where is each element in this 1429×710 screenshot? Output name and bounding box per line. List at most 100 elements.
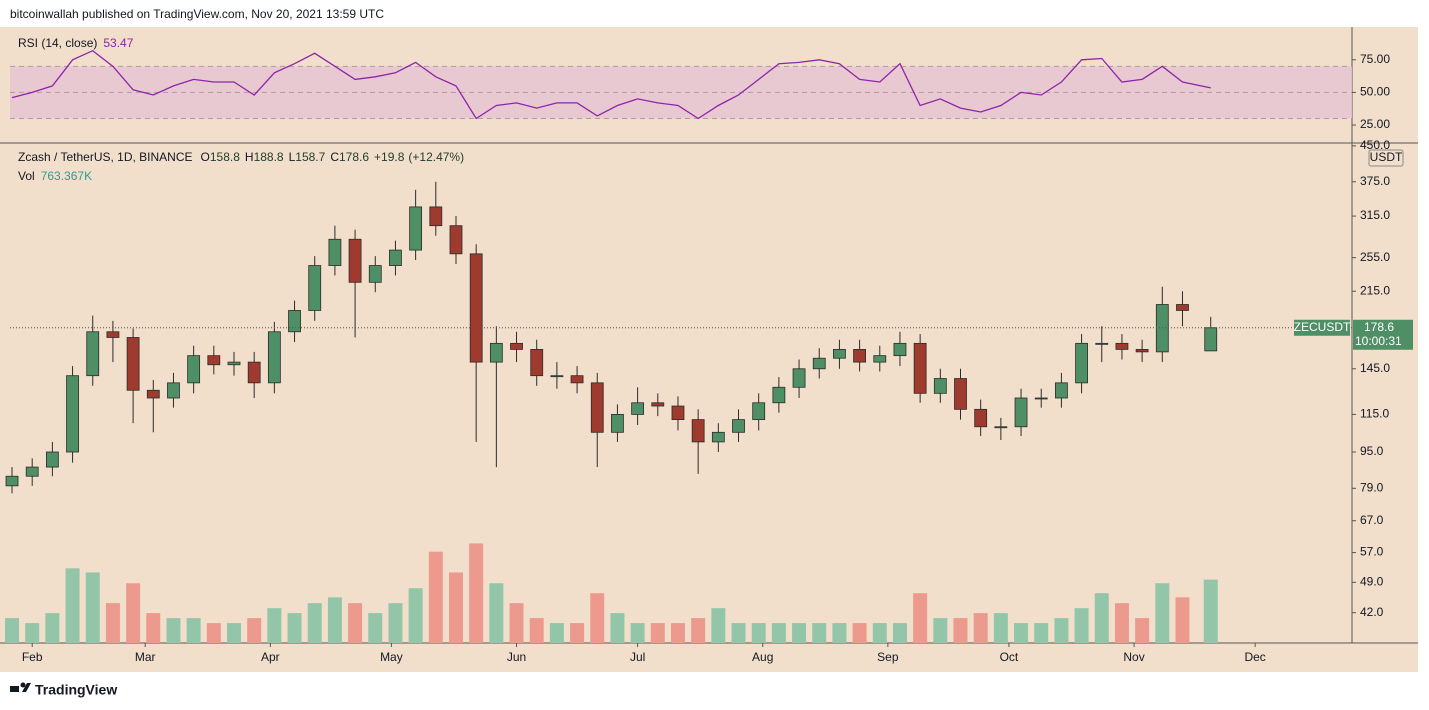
volume-bar: [469, 543, 484, 643]
candle-body: [66, 375, 79, 453]
volume-bar: [448, 572, 463, 643]
volume-bar: [25, 623, 40, 643]
volume-bar: [307, 603, 322, 643]
candle-body: [288, 310, 301, 333]
candle-body: [833, 349, 846, 359]
ohlc-key: O: [201, 150, 210, 164]
y-tick-label: 450.0: [1360, 138, 1390, 152]
volume-title: Vol: [18, 169, 35, 183]
x-tick-label: Mar: [135, 650, 156, 664]
candle-body: [389, 249, 402, 266]
volume-bar: [1034, 623, 1049, 643]
candle-body: [146, 389, 160, 399]
y-tick-label: 57.0: [1360, 545, 1384, 559]
candle-body: [167, 382, 180, 399]
volume-bar: [711, 608, 726, 643]
volume-bar: [327, 597, 342, 643]
y-tick-label: 67.0: [1360, 513, 1384, 527]
volume-bar: [126, 583, 141, 643]
volume-bar: [1203, 579, 1218, 643]
candle-body: [1204, 327, 1218, 352]
y-tick-label: 315.0: [1360, 208, 1390, 222]
volume-bar: [549, 623, 564, 643]
volume-bar: [1054, 618, 1069, 643]
change-pct: (+12.47%): [408, 150, 464, 164]
volume-legend: Vol 763.367K: [18, 169, 92, 183]
candle-body: [893, 342, 907, 357]
volume-bar: [892, 623, 907, 643]
ohlc-key: L: [289, 150, 296, 164]
candle-body: [126, 337, 140, 391]
volume-bar: [45, 613, 60, 643]
countdown-label: 10:00:31: [1355, 334, 1402, 348]
volume-bar: [85, 572, 100, 643]
candle-body: [550, 375, 564, 378]
volume-bar: [832, 623, 847, 643]
candle-body: [772, 386, 786, 404]
candle-body: [1075, 342, 1088, 384]
x-tick-label: Feb: [22, 650, 43, 664]
volume-bar: [993, 613, 1008, 643]
candle-body: [106, 331, 120, 338]
brand-name: TradingView: [35, 682, 117, 698]
volume-bar: [509, 603, 524, 643]
y-tick-label: 375.0: [1360, 174, 1390, 188]
x-tick-label: Apr: [261, 650, 280, 664]
volume-bar: [65, 568, 80, 643]
x-tick-label: Dec: [1244, 650, 1265, 664]
volume-bar: [408, 588, 423, 643]
candle-body: [247, 361, 261, 384]
candle-body: [429, 206, 443, 227]
candle-body: [409, 206, 423, 251]
volume-bar: [1074, 608, 1089, 643]
rsi-name: RSI (14, close): [18, 36, 97, 50]
volume-bar: [287, 613, 302, 643]
candle-body: [590, 382, 604, 433]
candle-body: [227, 361, 241, 366]
y-tick-label: 115.0: [1360, 407, 1389, 421]
volume-bar: [610, 613, 625, 643]
volume-bar: [105, 603, 120, 643]
volume-bar: [771, 623, 786, 643]
rsi-title: RSI (14, close) 53.47: [18, 36, 134, 50]
volume-bar: [872, 623, 887, 643]
volume-bar: [146, 613, 161, 643]
volume-bar: [913, 593, 928, 643]
candle-body: [489, 342, 503, 363]
x-tick-label: Nov: [1123, 650, 1144, 664]
logo-mark: [10, 686, 19, 692]
volume-bar: [792, 623, 807, 643]
volume-bar: [1135, 618, 1150, 643]
candle-body: [812, 357, 826, 370]
candle-body: [267, 331, 281, 384]
volume-bar: [570, 623, 585, 643]
volume-bar: [1094, 593, 1109, 643]
volume-bar: [368, 613, 383, 643]
ohlc-key: H: [245, 150, 254, 164]
volume-bar: [206, 623, 221, 643]
y-tick-label: 25.00: [1360, 117, 1390, 131]
volume-bar: [489, 583, 504, 643]
candle-body: [651, 402, 665, 407]
candle-body: [954, 378, 967, 410]
ohlc-value: 158.8: [210, 150, 240, 164]
price-label: 178.6: [1364, 320, 1394, 334]
y-tick-label: 255.0: [1360, 250, 1390, 264]
brand-logo[interactable]: TradingView: [10, 682, 117, 698]
y-tick-label: 42.0: [1360, 605, 1384, 619]
volume-bar: [529, 618, 544, 643]
candle-body: [752, 402, 766, 421]
y-tick-label: 145.0: [1360, 361, 1390, 375]
volume-bar: [590, 593, 605, 643]
volume-bar: [650, 623, 665, 643]
candle-body: [187, 355, 201, 384]
volume-bar: [953, 618, 968, 643]
candle-body: [974, 408, 988, 428]
candle-body: [691, 419, 705, 443]
volume-bar: [166, 618, 181, 643]
volume-bar: [247, 618, 262, 643]
candle-body: [1115, 342, 1129, 350]
volume-value: 763.367K: [41, 169, 92, 183]
rsi-value: 53.47: [103, 36, 133, 50]
